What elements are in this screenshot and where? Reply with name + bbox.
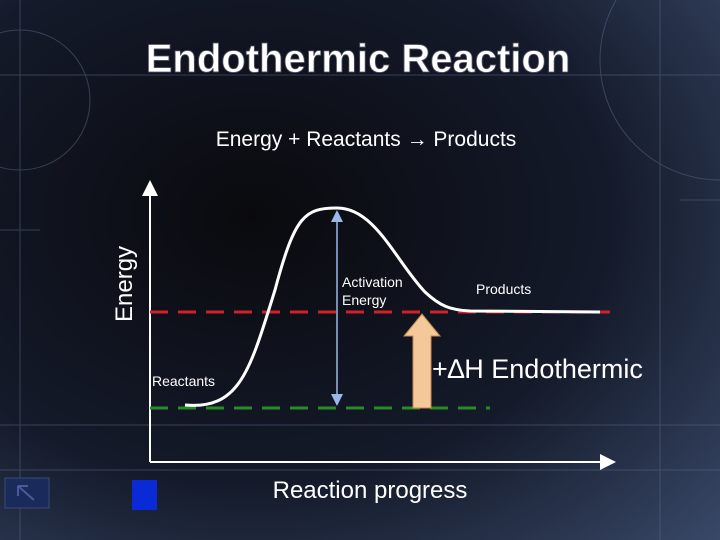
slide-title: Endothermic Reaction [146, 37, 571, 81]
y-axis-label: Energy [111, 246, 138, 322]
activation-label: Activation [342, 274, 403, 290]
activation-label: Energy [342, 292, 386, 308]
delta-h-arrow [402, 313, 442, 409]
products-label: Products [476, 281, 531, 297]
nav-square[interactable] [132, 480, 157, 510]
delta-h-label: +∆H Endothermic [432, 354, 643, 384]
x-axis-label: Reaction progress [273, 477, 468, 504]
energy-curve [184, 206, 601, 407]
reactants-label: Reactants [152, 373, 215, 389]
nav-icon [17, 485, 35, 501]
equation: Energy + Reactants → Products [216, 128, 517, 151]
